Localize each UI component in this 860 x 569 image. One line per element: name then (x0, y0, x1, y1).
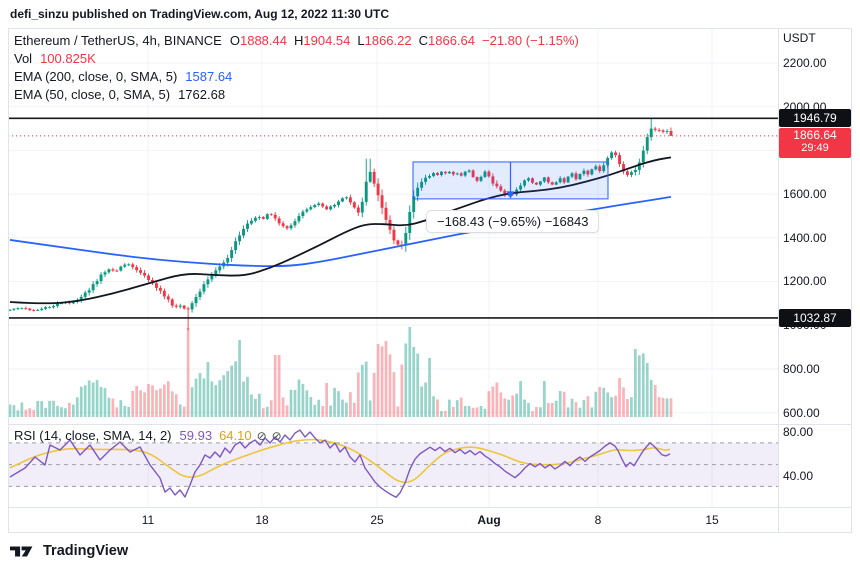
time-tick-label: 8 (594, 513, 602, 527)
level-lines[interactable] (8, 117, 778, 319)
time-scale[interactable]: 11 18 25 Aug 8 15 (8, 507, 778, 533)
ohlc-letter: H (293, 33, 304, 48)
tradingview-logo-text: TradingView (43, 543, 129, 559)
volume-layer (8, 327, 673, 417)
candles-layer (8, 117, 673, 331)
bar-countdown: 29:49 (801, 141, 829, 154)
badge-price: 1866.64 (793, 127, 837, 142)
rsi-line[interactable] (9, 429, 671, 498)
grid-lines (8, 28, 778, 507)
ema50-line[interactable] (9, 156, 672, 305)
rsi-tick-label: 40.00 (783, 468, 814, 483)
volume-label: Vol (14, 51, 33, 66)
price-tick-label: 2200.00 (783, 56, 827, 70)
price-level-badge: 1032.87 (779, 308, 851, 327)
rsi-label: RSI (14, close, SMA, 14, 2) (14, 428, 172, 443)
hide-icon[interactable]: ⊘ (271, 429, 282, 443)
attribution-text: defi_sinzu published on TradingView.com,… (10, 7, 389, 21)
ohlc-value: 1888.44 (239, 33, 287, 48)
rsi-ma-line[interactable] (9, 438, 671, 484)
axis-currency-label: USDT (783, 31, 816, 45)
symbol-legend[interactable]: Ethereum / TetherUS, 4h, BINANCE O1888.44… (14, 33, 579, 48)
price-scale[interactable]: USDT2200.002000.001600.001400.001200.001… (779, 28, 852, 533)
volume-legend[interactable]: Vol 100.825K (14, 51, 96, 66)
ohlc-letter: C (418, 33, 428, 48)
price-tick-label: 1200.00 (783, 274, 827, 289)
ohlc-value: 1866.22 (364, 33, 412, 48)
time-tick-label: 11 (141, 513, 155, 527)
time-tick-label: 15 (705, 513, 719, 527)
price-tick-label: 800.00 (783, 361, 820, 376)
price-tick-label: 600.00 (783, 405, 820, 420)
ohlc-letter: L (357, 33, 365, 48)
hide-icon[interactable]: ⊘ (256, 429, 267, 443)
tradingview-logo-icon (10, 545, 33, 557)
rsi-ma-value: 64.10 (219, 428, 252, 443)
change-value: −21.80 (−1.15%) (482, 33, 579, 48)
price-tick-label: 1600.00 (783, 187, 827, 202)
price-tick-label: 1400.00 (783, 230, 827, 245)
time-tick-label: Aug (477, 513, 501, 527)
tradingview-logo[interactable]: TradingView (10, 543, 128, 559)
range-tool-label[interactable]: −168.43 (−9.65%) −16843 (426, 210, 600, 233)
ohlc-letter: O (229, 33, 240, 48)
ema50-value: 1762.68 (178, 87, 226, 102)
rsi-value: 59.93 (179, 428, 213, 443)
last-price-badge: 1866.64 29:49 (779, 127, 851, 158)
ohlc-values: O1888.44 H1904.54 L1866.22 C1866.64 (230, 33, 482, 48)
ema50-label: EMA (50, close, 0, SMA, 5) (14, 87, 171, 102)
ema200-label: EMA (200, close, 0, SMA, 5) (14, 69, 178, 84)
time-tick-label: 18 (255, 513, 269, 527)
symbol-title: Ethereum / TetherUS, 4h, BINANCE (14, 33, 222, 48)
rsi-legend[interactable]: RSI (14, close, SMA, 14, 2) 59.93 64.10 ⊘ ⊘ (14, 428, 282, 443)
ema50-legend[interactable]: EMA (50, close, 0, SMA, 5) 1762.68 (14, 87, 225, 102)
ohlc-value: 1904.54 (303, 33, 351, 48)
price-level-badge: 1946.79 (779, 109, 851, 128)
ohlc-value: 1866.64 (428, 33, 475, 48)
range-tool-box[interactable] (412, 161, 609, 200)
volume-value: 100.825K (40, 51, 96, 66)
chart-frame (8, 28, 852, 533)
rsi-tick-label: 80.00 (783, 425, 814, 439)
ema200-legend[interactable]: EMA (200, close, 0, SMA, 5) 1587.64 (14, 69, 232, 84)
ema200-value: 1587.64 (185, 69, 233, 84)
time-tick-label: 25 (370, 513, 384, 527)
